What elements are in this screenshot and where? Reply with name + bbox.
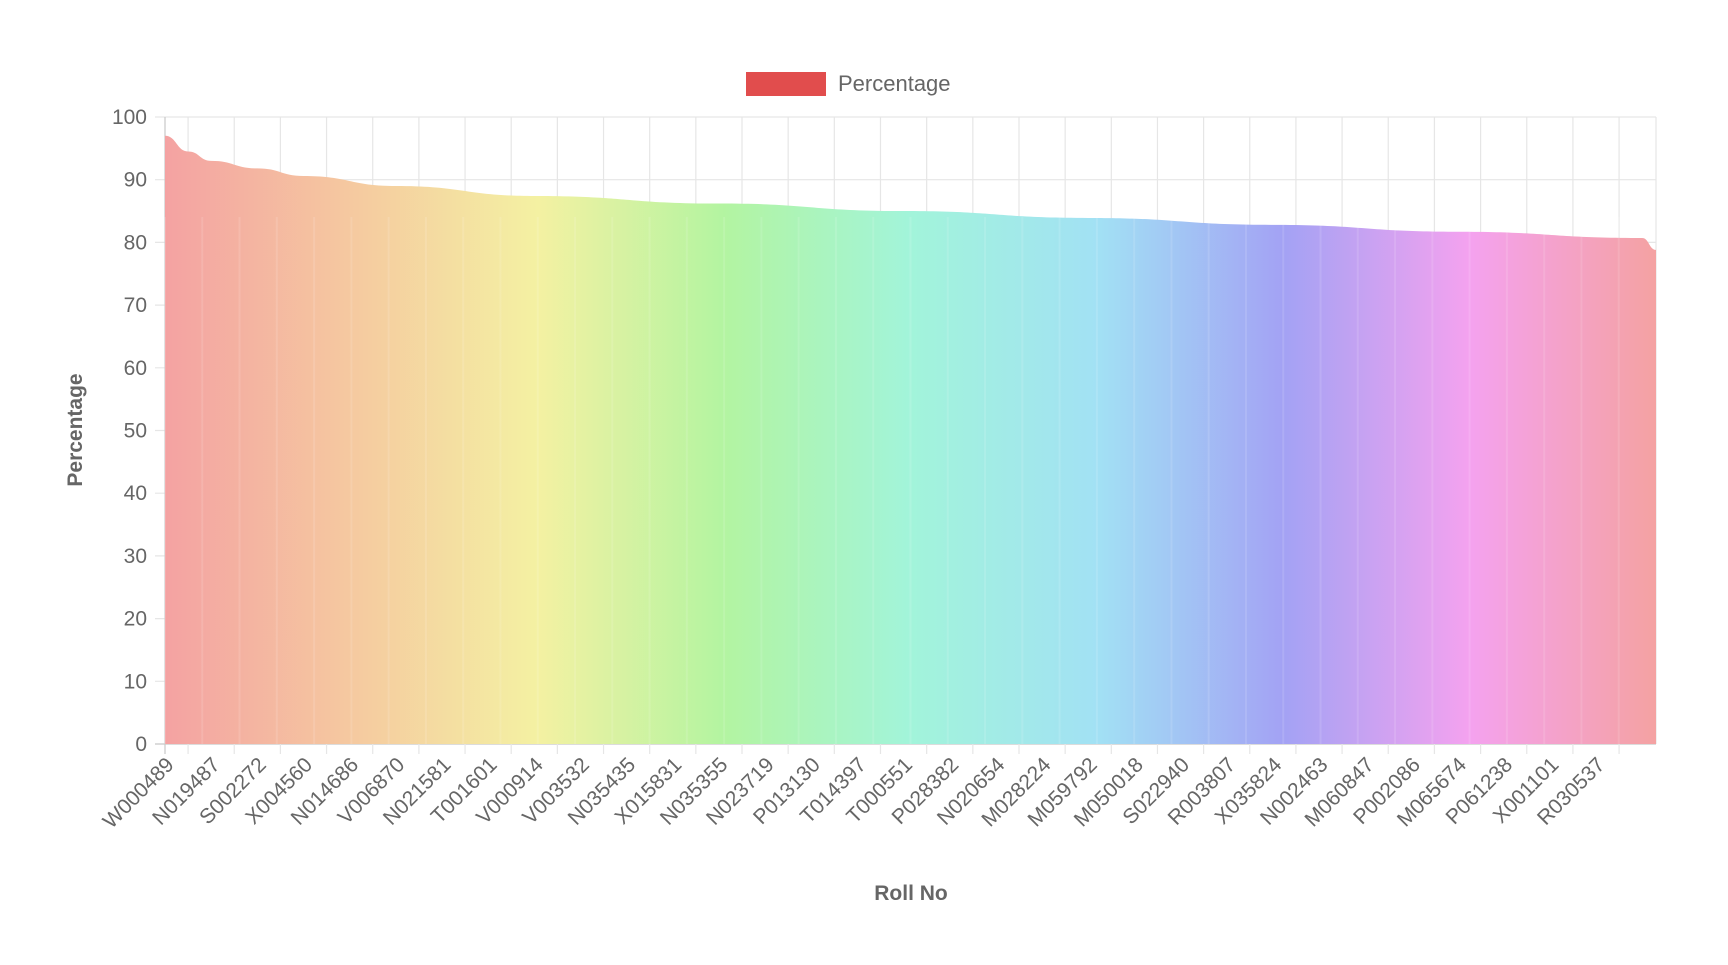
legend-swatch[interactable] bbox=[746, 72, 826, 96]
y-tick-label: 100 bbox=[112, 106, 147, 129]
legend[interactable]: Percentage bbox=[746, 71, 951, 96]
x-axis-title: Roll No bbox=[874, 882, 948, 905]
area-series bbox=[164, 135, 1656, 744]
y-axis-ticks: 0 10 20 30 40 50 60 70 80 90 100 bbox=[112, 106, 147, 756]
x-axis-ticks: W000489N019487S002272X004560N014686V0068… bbox=[99, 753, 1610, 833]
y-tick-label: 50 bbox=[124, 420, 147, 443]
y-tick-label: 60 bbox=[124, 357, 147, 380]
y-tick-label: 70 bbox=[124, 294, 147, 317]
y-tick-label: 0 bbox=[135, 733, 147, 756]
y-tick-label: 30 bbox=[124, 545, 147, 568]
y-axis-title: Percentage bbox=[64, 373, 87, 486]
y-tick-label: 80 bbox=[124, 231, 147, 254]
y-tick-label: 40 bbox=[124, 482, 147, 505]
percentage-area bbox=[165, 135, 1656, 744]
legend-label[interactable]: Percentage bbox=[838, 71, 951, 96]
y-tick-label: 10 bbox=[124, 670, 147, 693]
y-tick-label: 90 bbox=[124, 169, 147, 192]
y-tick-label: 20 bbox=[124, 608, 147, 631]
